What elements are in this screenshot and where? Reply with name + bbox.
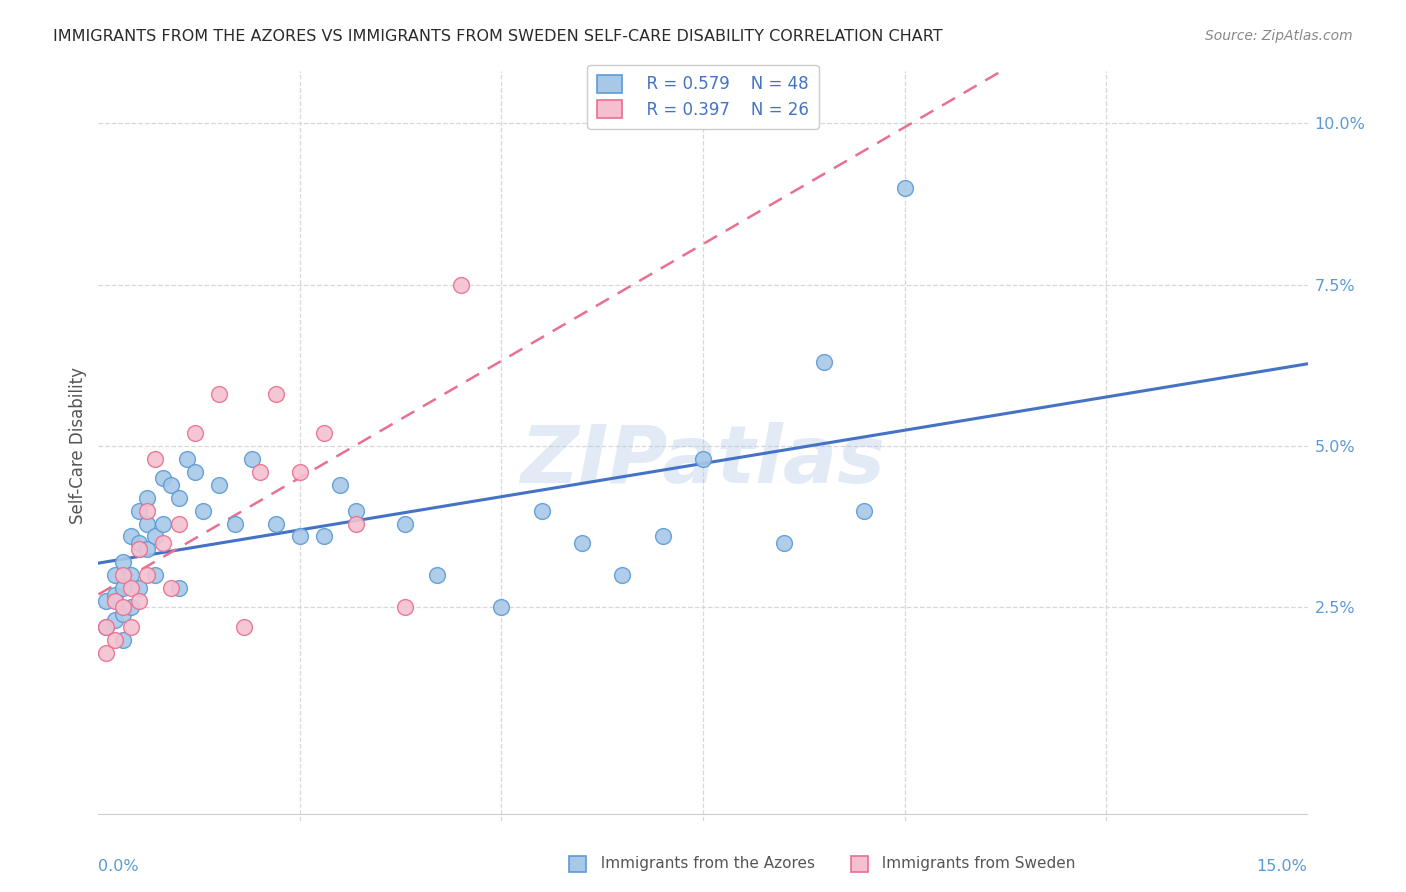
Point <box>314 426 336 441</box>
Point <box>111 632 134 647</box>
Point <box>329 477 352 491</box>
Point <box>571 536 593 550</box>
Point <box>208 387 231 401</box>
Point <box>184 465 207 479</box>
Point <box>128 581 150 595</box>
Point <box>120 600 142 615</box>
Point <box>394 600 416 615</box>
Point <box>491 600 513 615</box>
Text: Source: ZipAtlas.com: Source: ZipAtlas.com <box>1205 29 1353 43</box>
Point <box>120 620 142 634</box>
Point <box>853 503 876 517</box>
Point <box>143 568 166 582</box>
Point <box>450 277 472 292</box>
Point <box>152 471 174 485</box>
Point <box>167 491 190 505</box>
Point <box>184 426 207 441</box>
Point <box>120 581 142 595</box>
Point <box>772 536 794 550</box>
Text: ZIPatlas: ZIPatlas <box>520 422 886 500</box>
Point <box>160 581 183 595</box>
Point <box>530 503 553 517</box>
Text: 0.0%: 0.0% <box>98 859 139 874</box>
Point <box>111 555 134 569</box>
Text: IMMIGRANTS FROM THE AZORES VS IMMIGRANTS FROM SWEDEN SELF-CARE DISABILITY CORREL: IMMIGRANTS FROM THE AZORES VS IMMIGRANTS… <box>53 29 943 44</box>
Point <box>288 529 311 543</box>
Point <box>264 387 287 401</box>
Point <box>103 614 125 628</box>
Point <box>96 620 118 634</box>
Point <box>176 451 198 466</box>
Point <box>128 542 150 557</box>
Point <box>167 516 190 531</box>
Point <box>96 620 118 634</box>
Y-axis label: Self-Care Disability: Self-Care Disability <box>69 368 87 524</box>
Point <box>394 516 416 531</box>
Point <box>813 355 835 369</box>
Text: 15.0%: 15.0% <box>1257 859 1308 874</box>
Point <box>135 503 157 517</box>
Point <box>344 503 367 517</box>
Point <box>893 180 915 194</box>
Point <box>111 568 134 582</box>
Point <box>111 581 134 595</box>
Point <box>128 503 150 517</box>
Point <box>232 620 254 634</box>
Point <box>240 451 263 466</box>
Point <box>314 529 336 543</box>
Point <box>103 568 125 582</box>
Point <box>193 503 215 517</box>
Point <box>135 516 157 531</box>
Point <box>120 529 142 543</box>
Point <box>426 568 449 582</box>
Point <box>152 516 174 531</box>
Point <box>288 465 311 479</box>
Point <box>224 516 246 531</box>
Point <box>135 542 157 557</box>
Point <box>143 529 166 543</box>
Point <box>96 594 118 608</box>
Point <box>103 632 125 647</box>
Point <box>344 516 367 531</box>
Legend:   R = 0.579    N = 48,   R = 0.397    N = 26: R = 0.579 N = 48, R = 0.397 N = 26 <box>588 65 818 128</box>
Text: Immigrants from the Azores: Immigrants from the Azores <box>591 856 814 871</box>
Point <box>128 594 150 608</box>
Point <box>103 594 125 608</box>
Point <box>160 477 183 491</box>
Point <box>135 568 157 582</box>
Point <box>692 451 714 466</box>
Point <box>208 477 231 491</box>
Point <box>103 588 125 602</box>
Point <box>96 646 118 660</box>
Point <box>152 536 174 550</box>
Point <box>111 607 134 621</box>
Text: Immigrants from Sweden: Immigrants from Sweden <box>872 856 1076 871</box>
Point <box>128 536 150 550</box>
Point <box>651 529 673 543</box>
Point <box>143 451 166 466</box>
Point <box>249 465 271 479</box>
Point <box>167 581 190 595</box>
Point <box>612 568 634 582</box>
Point <box>111 600 134 615</box>
Point <box>264 516 287 531</box>
Point <box>135 491 157 505</box>
Point <box>120 568 142 582</box>
